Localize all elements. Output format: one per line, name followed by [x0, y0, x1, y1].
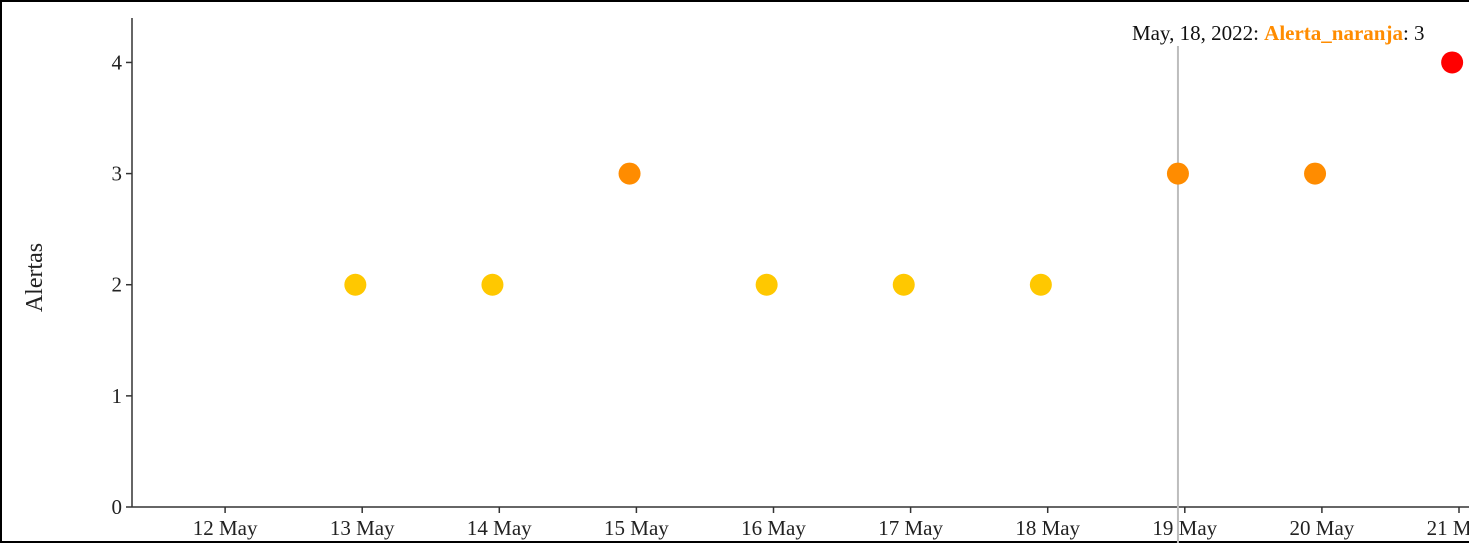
y-tick-label: 3: [112, 162, 123, 186]
x-tick-label: 16 May: [741, 516, 806, 540]
x-tick-label: 12 May: [193, 516, 258, 540]
x-tick-label: 18 May: [1015, 516, 1080, 540]
x-tick-label: 17 May: [878, 516, 943, 540]
x-tick-label: 19 May: [1152, 516, 1217, 540]
hover-tooltip: May, 18, 2022: Alerta_naranja: 3: [1132, 21, 1425, 45]
tooltip-date: May, 18, 2022:: [1132, 21, 1264, 45]
alert-point-amarilla[interactable]: [892, 273, 915, 296]
x-tick-label: 15 May: [604, 516, 669, 540]
x-tick-label: 21 May: [1427, 516, 1469, 540]
alert-point-naranja[interactable]: [1304, 162, 1327, 185]
x-axis: 12 May 13 May 14 May 15 May 16 May 17 May 18 M…: [132, 506, 1469, 540]
x-tick-label: 20 May: [1290, 516, 1355, 540]
y-tick-label: 1: [112, 384, 123, 408]
y-tick-label: 0: [112, 495, 123, 519]
y-axis-title: Alertas: [22, 243, 48, 312]
x-tick-label: 13 May: [330, 516, 395, 540]
data-points: [344, 51, 1464, 296]
alert-point-naranja[interactable]: [618, 162, 641, 185]
y-tick-label: 2: [112, 273, 123, 297]
y-tick-label: 4: [112, 50, 123, 74]
tooltip-series-name: Alerta_naranja: [1264, 21, 1403, 45]
alert-point-amarilla[interactable]: [1029, 273, 1052, 296]
alert-point-amarilla[interactable]: [481, 273, 504, 296]
tooltip-value: : 3: [1403, 21, 1425, 45]
y-axis: 0 1 2 3 4: [112, 18, 133, 519]
alert-point-amarilla[interactable]: [344, 273, 367, 296]
alert-point-roja[interactable]: [1441, 51, 1464, 74]
alert-point-naranja[interactable]: [1166, 162, 1189, 185]
x-tick-label: 14 May: [467, 516, 532, 540]
alert-point-amarilla[interactable]: [755, 273, 778, 296]
